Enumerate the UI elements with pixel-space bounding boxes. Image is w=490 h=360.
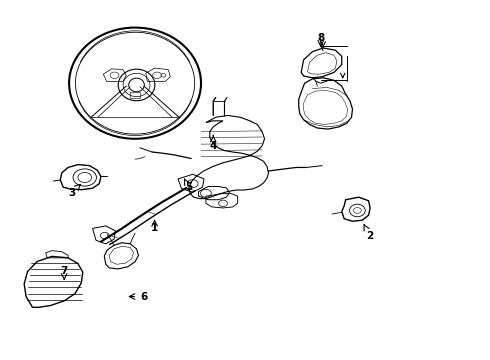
Text: 7: 7: [61, 266, 68, 279]
Text: 1: 1: [151, 220, 158, 233]
Text: 4: 4: [210, 135, 217, 151]
Text: 6: 6: [129, 292, 147, 302]
Text: 3: 3: [68, 184, 80, 198]
Text: 8: 8: [317, 33, 324, 46]
Text: 5: 5: [184, 179, 193, 192]
Text: 2: 2: [364, 225, 373, 240]
